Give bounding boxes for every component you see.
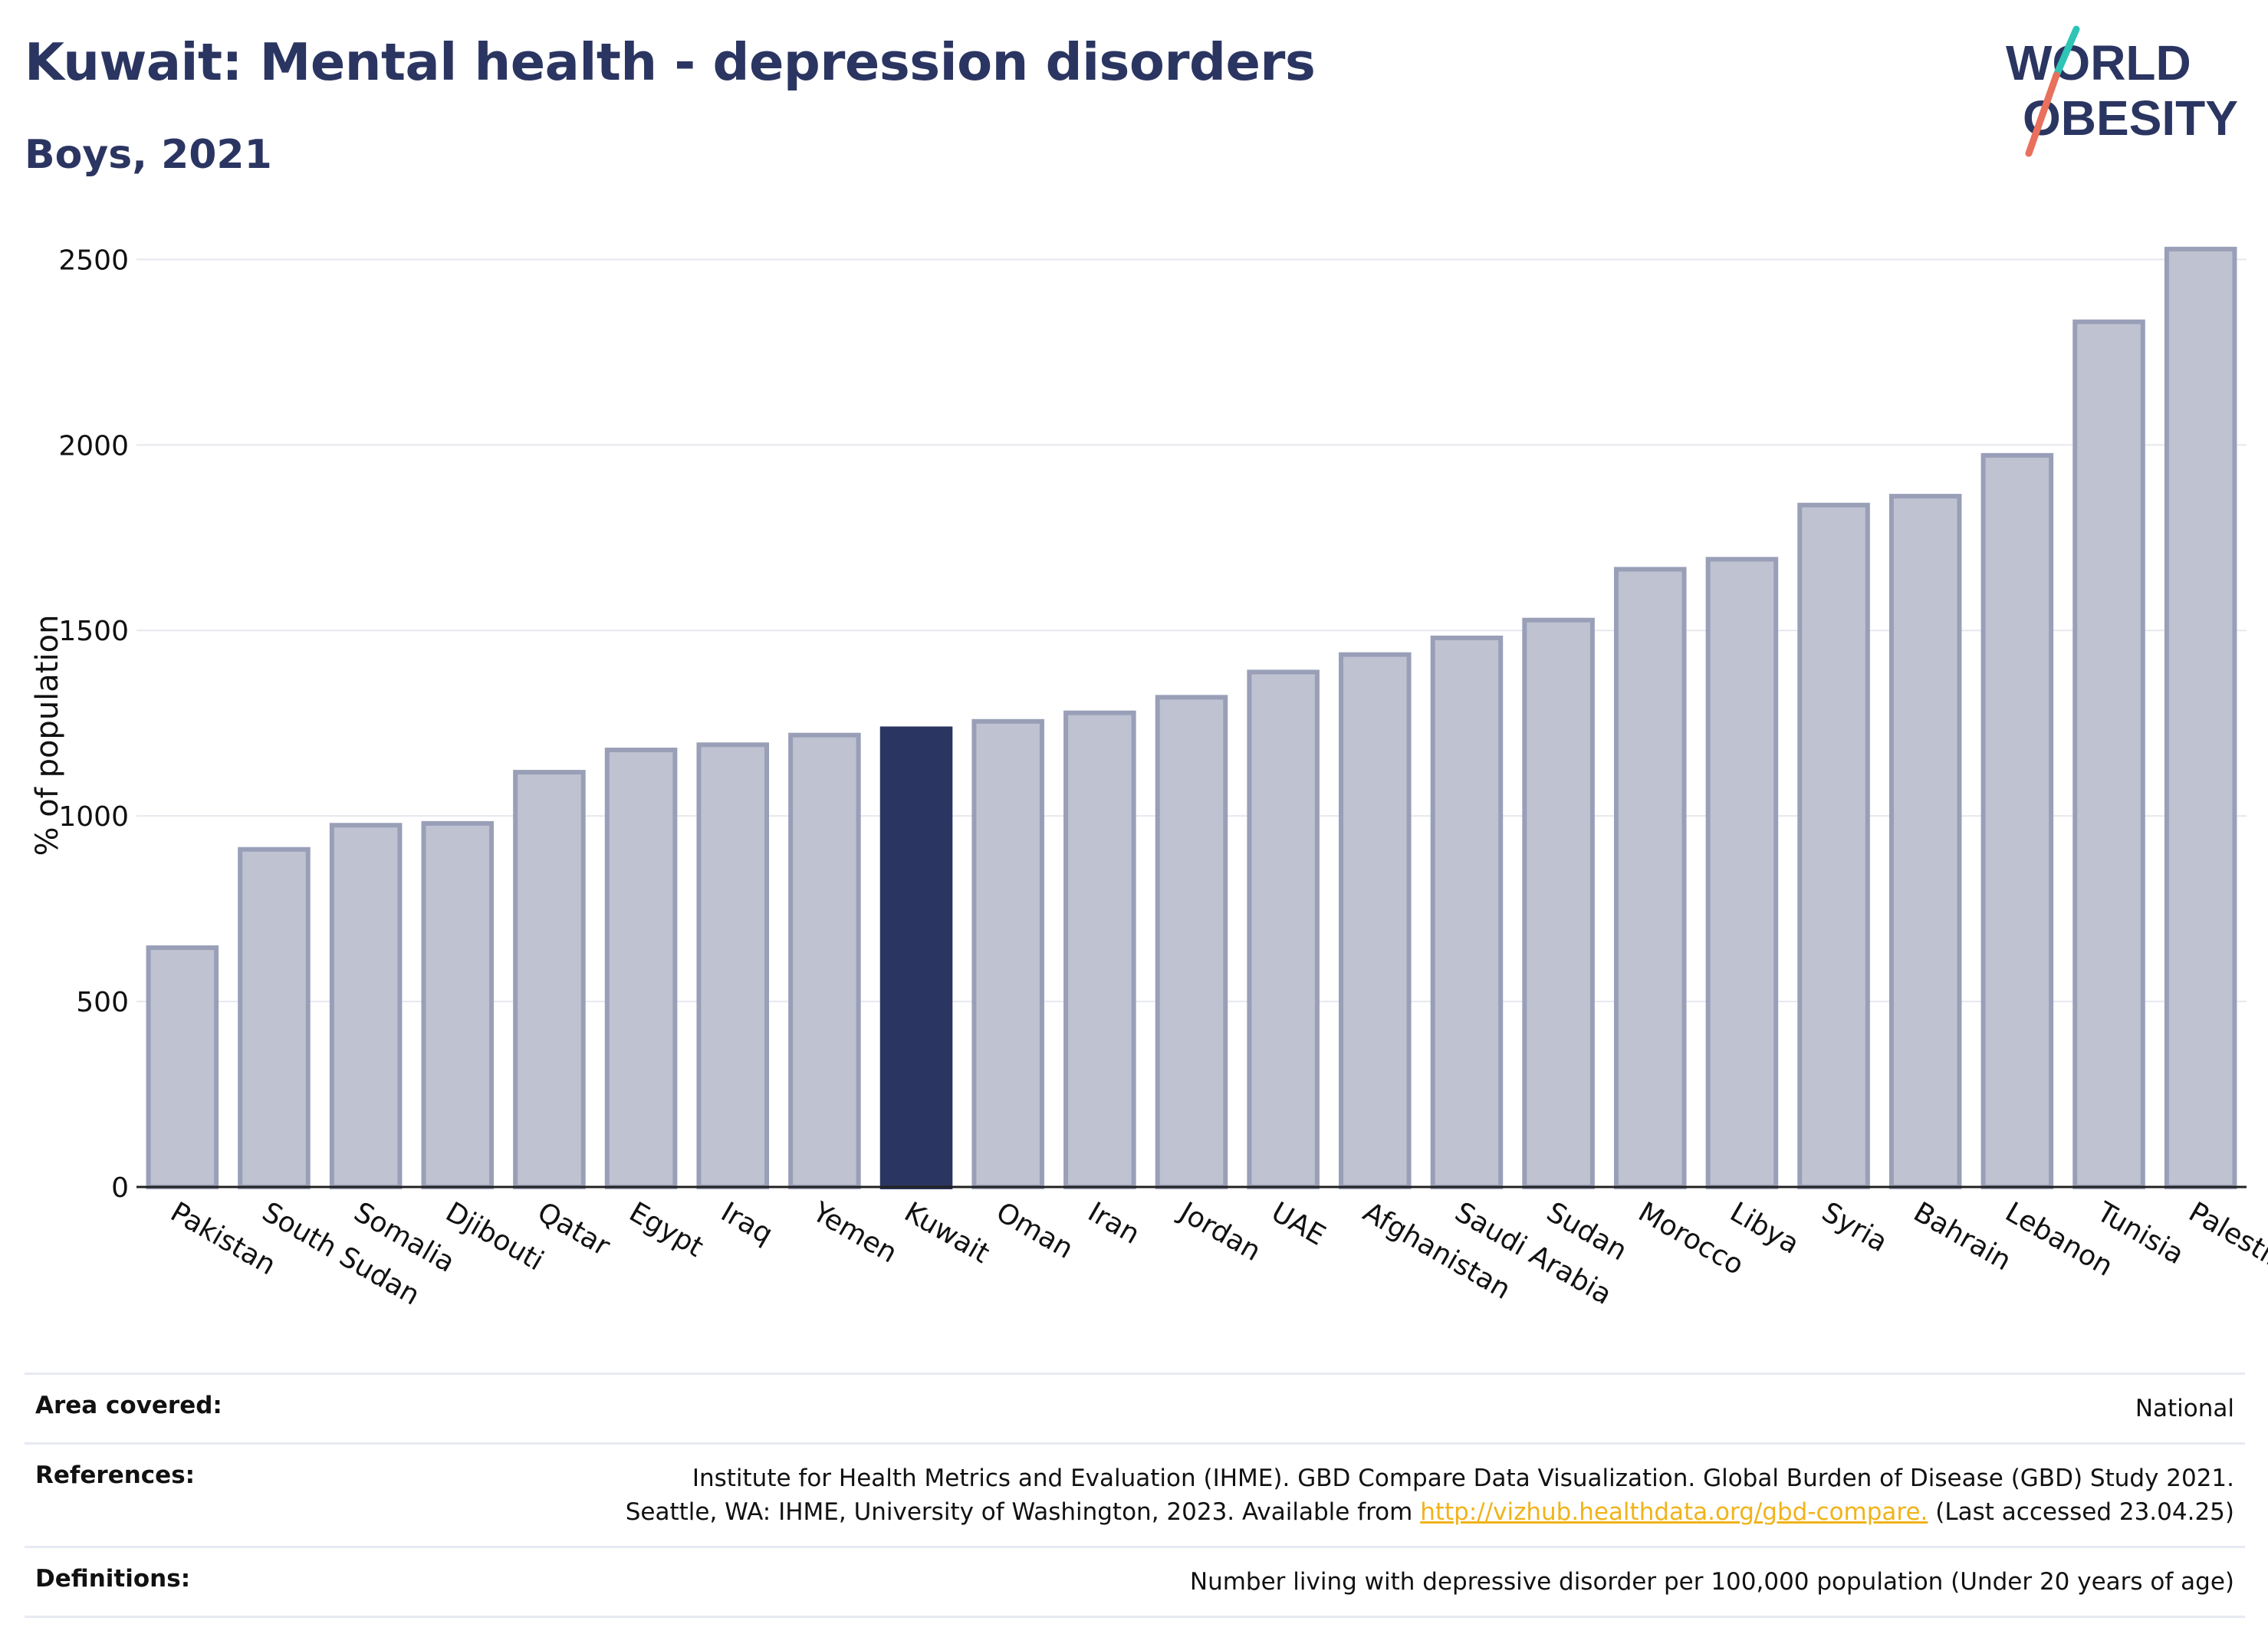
info-row-references: References: Institute for Health Metrics…	[25, 1442, 2245, 1546]
bar-south-sudan	[238, 847, 311, 1189]
x-tick-label: Bahrain	[1908, 1196, 2017, 1277]
bar-lebanon	[1980, 452, 2054, 1189]
definitions-value: Number living with depressive disorder p…	[1189, 1568, 2234, 1596]
info-row-definitions: Definitions: Number living with depressi…	[25, 1546, 2245, 1618]
references-line2-pre: Seattle, WA: IHME, University of Washing…	[625, 1498, 1413, 1526]
info-table: Area covered: National References: Insti…	[25, 1373, 2245, 1618]
x-tick-label: Iran	[1083, 1196, 1145, 1251]
x-tick-label: Pakistan	[165, 1196, 281, 1281]
bar-kuwait	[879, 726, 953, 1189]
world-obesity-logo: WORLD OBESITY	[2006, 25, 2238, 157]
bar-libya	[1705, 557, 1779, 1189]
y-axis-label: % of population	[30, 615, 65, 856]
y-tick-label: 2000	[58, 430, 129, 462]
x-tick-label: Jordan	[1173, 1195, 1266, 1267]
x-tick-label: Kuwait	[899, 1196, 995, 1270]
references-line2-post: (Last accessed 23.04.25)	[1935, 1498, 2234, 1526]
y-tick-label: 0	[111, 1172, 129, 1204]
bar-djibouti	[421, 820, 495, 1190]
y-tick-label: 2500	[58, 245, 129, 276]
x-tick-label: Palestine	[2184, 1196, 2268, 1286]
x-tick-label: UAE	[1266, 1196, 1330, 1251]
bar-morocco	[1613, 567, 1687, 1189]
bar-uae	[1247, 669, 1320, 1189]
references-label: References:	[35, 1461, 196, 1489]
bars	[146, 246, 2237, 1190]
x-tick-label: Djibouti	[440, 1196, 548, 1277]
chart-title: Kuwait: Mental health - depression disor…	[25, 32, 1316, 92]
bar-saudi-arabia	[1430, 635, 1504, 1189]
chart-subtitle: Boys, 2021	[25, 132, 272, 178]
bar-qatar	[513, 770, 586, 1189]
bar-somalia	[329, 823, 403, 1189]
bar-pakistan	[146, 945, 219, 1189]
bar-iraq	[696, 742, 770, 1189]
x-tick-label: Morocco	[1633, 1196, 1749, 1281]
x-tick-label: South Sudan	[257, 1196, 425, 1311]
logo-line2: OBESITY	[2023, 90, 2238, 146]
x-tick-label: Oman	[991, 1196, 1078, 1265]
bar-afghanistan	[1339, 652, 1412, 1189]
bar-yemen	[788, 732, 861, 1189]
y-tick-label: 1500	[58, 616, 129, 647]
bar-bahrain	[1888, 494, 1962, 1189]
bar-tunisia	[2072, 319, 2145, 1189]
logo-line1: WORLD	[2006, 35, 2191, 90]
definitions-label: Definitions:	[35, 1565, 191, 1593]
bar-egypt	[604, 748, 678, 1189]
references-link[interactable]: http://vizhub.healthdata.org/gbd-compare…	[1420, 1498, 1928, 1526]
y-tick-label: 500	[76, 987, 129, 1018]
x-tick-label: Yemen	[807, 1196, 902, 1270]
y-tick-labels: 0 500 1000 1500 2000 2500	[58, 245, 129, 1204]
x-tick-label: Saudi Arabia	[1449, 1196, 1616, 1311]
area-label: Area covered:	[35, 1392, 222, 1419]
x-tick-label: Iraq	[715, 1196, 777, 1251]
bar-oman	[971, 718, 1044, 1189]
y-tick-label: 1000	[58, 801, 129, 833]
bar-iran	[1063, 710, 1136, 1189]
info-row-area: Area covered: National	[25, 1373, 2245, 1442]
references-line1: Institute for Health Metrics and Evaluat…	[692, 1465, 2234, 1492]
references-value: Institute for Health Metrics and Evaluat…	[626, 1461, 2234, 1529]
bar-syria	[1797, 502, 1870, 1189]
bar-palestine	[2164, 246, 2237, 1189]
x-tick-label: Syria	[1816, 1196, 1892, 1258]
logo-slash-bottom	[2025, 71, 2060, 157]
bar-jordan	[1155, 695, 1228, 1189]
x-tick-label: Egypt	[624, 1196, 708, 1263]
logo-slash-top	[2053, 25, 2080, 79]
area-value: National	[2135, 1395, 2234, 1422]
bar-sudan	[1522, 617, 1595, 1189]
